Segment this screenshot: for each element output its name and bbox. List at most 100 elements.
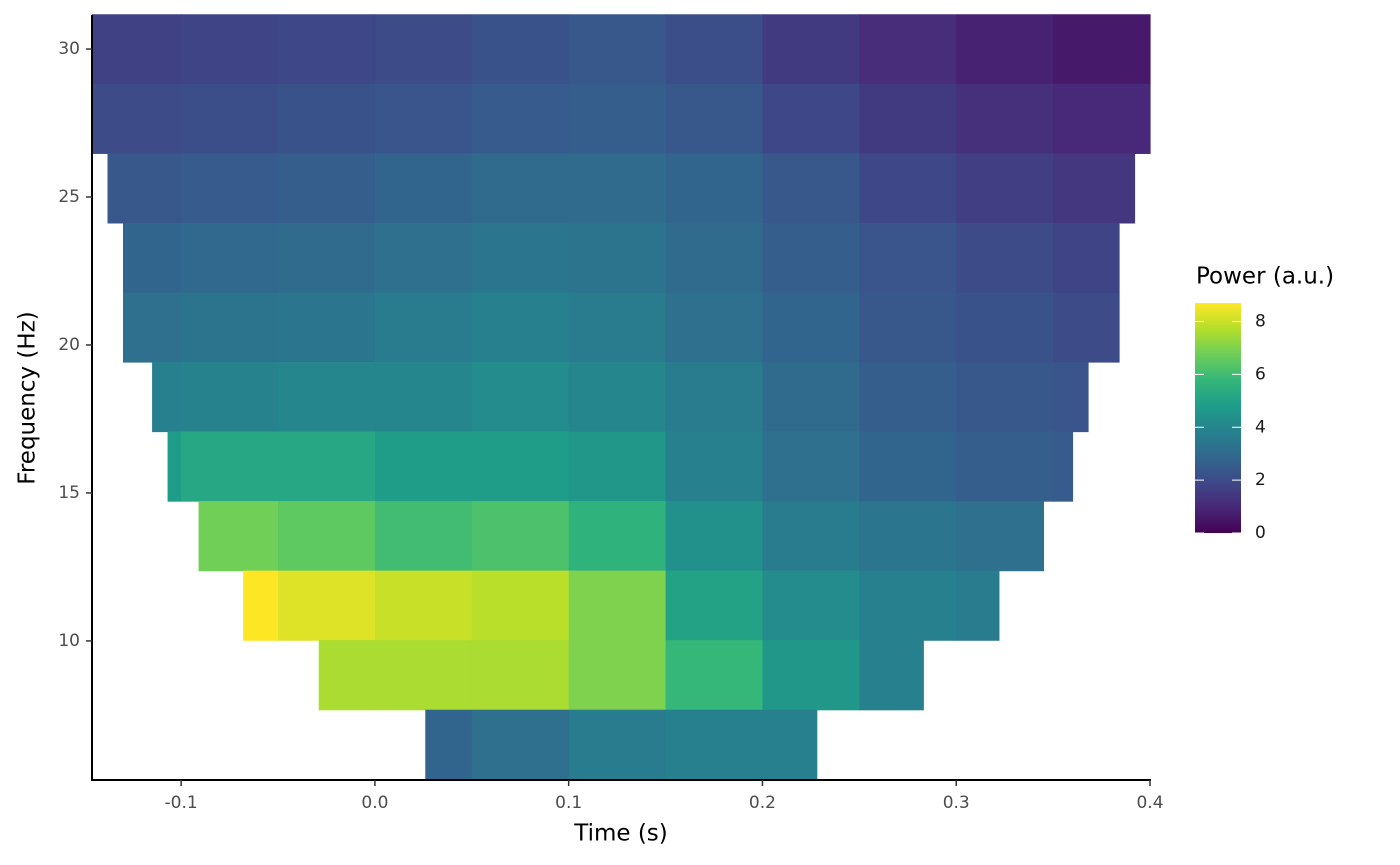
heat-cell [107, 153, 182, 224]
heat-cell [762, 361, 860, 433]
heat-cell [374, 153, 473, 224]
y-tick-label: 15 [58, 483, 80, 503]
heat-cell [859, 501, 957, 572]
heat-cell [1053, 14, 1151, 85]
heat-cell [198, 501, 279, 572]
heat-cell [471, 640, 570, 711]
heat-cell [1053, 292, 1120, 363]
heat-cell [278, 153, 376, 224]
heatmap [92, 14, 1151, 780]
heat-cell [568, 501, 667, 572]
heat-cell [665, 14, 764, 85]
colorbar-tick-label: 6 [1255, 364, 1266, 384]
colorbar-tick-label: 2 [1255, 470, 1266, 490]
heat-cell [425, 709, 473, 780]
x-tick-label: 0.2 [749, 793, 776, 813]
heat-cell [1053, 83, 1151, 154]
heat-cell [665, 640, 764, 711]
heat-cell [665, 709, 764, 780]
heat-cell [278, 501, 376, 572]
heat-cell [859, 431, 957, 502]
heat-cell [152, 361, 182, 433]
heat-cell [167, 431, 182, 502]
colorbar-title: Power (a.u.) [1196, 264, 1334, 290]
heat-cell [859, 83, 957, 154]
heat-cell [181, 14, 279, 85]
heat-cell [471, 501, 570, 572]
x-tick-label: 0.3 [943, 793, 970, 813]
heat-cell [278, 83, 376, 154]
heat-cell [956, 222, 1054, 294]
heat-cell [956, 153, 1054, 224]
heat-cell [956, 14, 1054, 85]
heat-cell [665, 83, 764, 154]
heat-cell [181, 222, 279, 294]
heat-cell [1053, 431, 1074, 502]
x-tick-label: 0.0 [361, 793, 388, 813]
heat-cell [568, 292, 667, 363]
x-axis-title: Time (s) [573, 821, 668, 847]
heat-cell [568, 83, 667, 154]
heat-cell [956, 501, 1045, 572]
colorbar-tick-label: 4 [1255, 417, 1266, 437]
heat-cell [471, 153, 570, 224]
heat-cell [762, 292, 860, 363]
heat-cell [374, 431, 473, 502]
heat-cell [956, 292, 1054, 363]
heat-cell [568, 709, 667, 780]
heat-cell [762, 153, 860, 224]
colorbar-tick-label: 0 [1255, 523, 1266, 543]
y-axis-title: Frequency (Hz) [15, 311, 41, 484]
heat-cell [374, 292, 473, 363]
x-tick-label: 0.1 [555, 793, 582, 813]
y-tick-label: 10 [58, 631, 80, 651]
heat-cell [762, 83, 860, 154]
heat-cell [859, 153, 957, 224]
heat-cell [859, 361, 957, 433]
heat-cell [278, 14, 376, 85]
colorbar-tick-label: 8 [1255, 312, 1266, 332]
heat-cell [123, 292, 182, 363]
heat-cell [181, 83, 279, 154]
heat-cell [278, 292, 376, 363]
heat-cell [568, 153, 667, 224]
heat-cell [762, 222, 860, 294]
heat-cell [665, 361, 764, 433]
heat-cell [665, 501, 764, 572]
heat-cell [568, 14, 667, 85]
heat-cell [278, 570, 376, 641]
x-tick-label: 0.4 [1136, 793, 1163, 813]
heat-cell [762, 570, 860, 641]
heat-cell [471, 14, 570, 85]
heat-cell [762, 501, 860, 572]
heat-cell [374, 640, 473, 711]
heat-cell [762, 709, 818, 780]
heat-cell [665, 431, 764, 502]
heat-cell [278, 431, 376, 502]
heat-cell [568, 640, 667, 711]
heat-cell [181, 431, 279, 502]
heat-cell [374, 222, 473, 294]
y-tick-label: 25 [58, 187, 80, 207]
heat-cell [92, 14, 182, 85]
heat-cell [568, 570, 667, 641]
heat-cell [665, 153, 764, 224]
heat-cell [278, 222, 376, 294]
heat-cell [1053, 361, 1089, 433]
heat-cell [374, 501, 473, 572]
heat-cell [471, 709, 570, 780]
heat-cell [956, 361, 1054, 433]
x-tick-label: -0.1 [165, 793, 198, 813]
heat-cell [471, 431, 570, 502]
heat-cell [568, 431, 667, 502]
heat-cell [278, 361, 376, 433]
heat-cell [471, 292, 570, 363]
heat-cell [1053, 153, 1136, 224]
heat-cell [123, 222, 182, 294]
heat-cell [1053, 222, 1120, 294]
heat-cell [374, 570, 473, 641]
heat-cell [665, 570, 764, 641]
heat-cell [374, 361, 473, 433]
heat-cell [181, 292, 279, 363]
